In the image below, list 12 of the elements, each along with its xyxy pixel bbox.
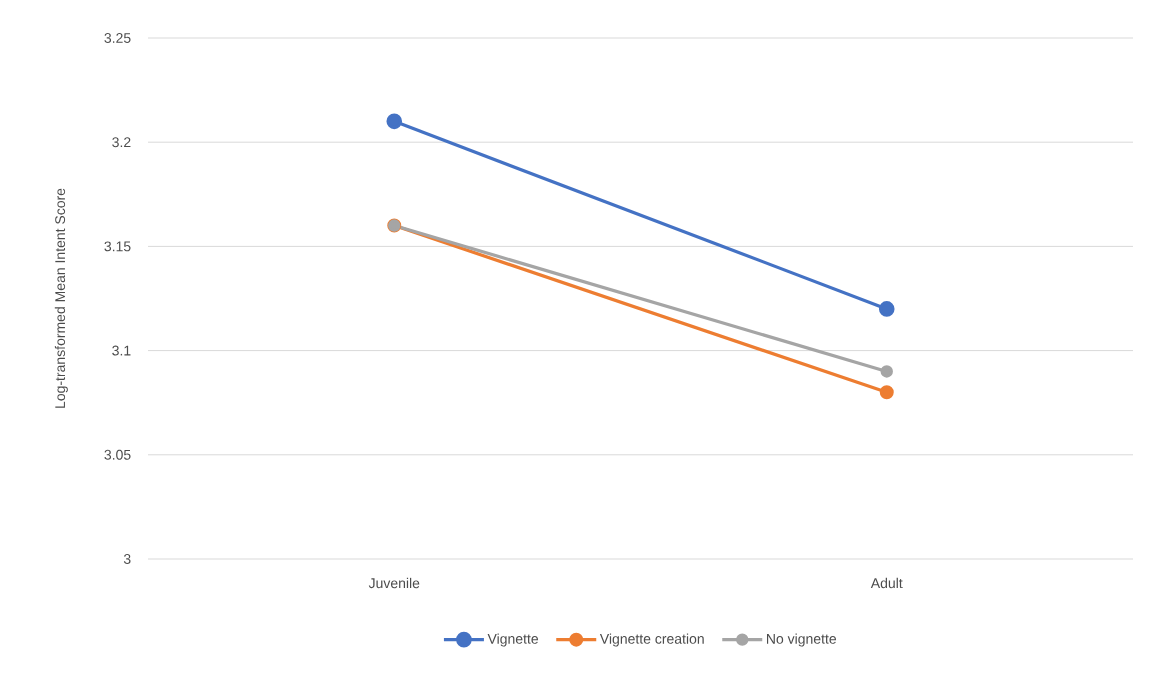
- y-tick-label: 3.25: [104, 33, 131, 43]
- y-tick-label: 3.2: [112, 137, 131, 148]
- legend-label: Vignette creation: [599, 633, 704, 647]
- y-tick-label: 3.15: [104, 241, 131, 252]
- x-tick-label: Juvenile: [368, 577, 420, 589]
- y-tick-label: 3: [123, 554, 131, 564]
- y-tick-label: 3.1: [112, 345, 131, 356]
- x-tick-label: Adult: [870, 577, 903, 589]
- y-axis-title: Log-transformed Mean Intent Score: [54, 188, 68, 408]
- legend-label: Vignette: [487, 633, 539, 647]
- y-tick-label: 3.05: [104, 449, 131, 460]
- legend-label: No vignette: [767, 633, 837, 647]
